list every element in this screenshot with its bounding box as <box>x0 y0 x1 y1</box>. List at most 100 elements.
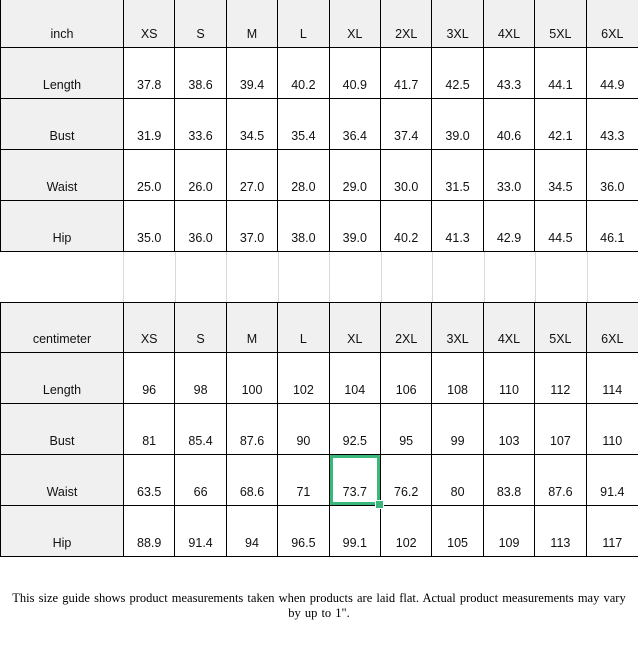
measurement-cell[interactable]: 29.0 <box>329 150 381 201</box>
measurement-cell[interactable]: 105 <box>432 506 484 557</box>
measurement-cell[interactable]: 98 <box>175 353 227 404</box>
measurement-cell[interactable]: 85.4 <box>175 404 227 455</box>
measurement-cell[interactable]: 44.9 <box>586 48 638 99</box>
measurement-cell[interactable]: 36.4 <box>329 99 381 150</box>
measurement-cell[interactable]: 43.3 <box>586 99 638 150</box>
size-header-cell[interactable]: S <box>175 0 227 48</box>
measurement-cell[interactable]: 42.1 <box>535 99 587 150</box>
measurement-cell[interactable]: 81 <box>124 404 176 455</box>
measurement-cell[interactable]: 38.0 <box>278 201 330 252</box>
measurement-cell[interactable]: 92.5 <box>329 404 381 455</box>
measurement-cell[interactable]: 40.9 <box>329 48 381 99</box>
measurement-cell[interactable]: 104 <box>329 353 381 404</box>
measurement-cell[interactable]: 80 <box>432 455 484 506</box>
measurement-cell[interactable]: 33.0 <box>483 150 536 201</box>
size-header-cell[interactable]: XS <box>124 0 176 48</box>
measurement-cell[interactable]: 31.5 <box>432 150 484 201</box>
measurement-cell[interactable]: 39.0 <box>329 201 381 252</box>
measurement-cell[interactable]: 117 <box>586 506 638 557</box>
measurement-cell[interactable]: 42.5 <box>432 48 484 99</box>
measurement-cell[interactable]: 41.7 <box>381 48 433 99</box>
measurement-cell[interactable]: 110 <box>483 353 536 404</box>
measurement-cell[interactable]: 35.4 <box>278 99 330 150</box>
measurement-cell[interactable]: 88.9 <box>124 506 176 557</box>
measurement-cell[interactable]: 91.4 <box>586 455 638 506</box>
measurement-cell[interactable]: 114 <box>586 353 638 404</box>
measurement-cell[interactable]: 102 <box>381 506 433 557</box>
measurement-cell[interactable]: 36.0 <box>586 150 638 201</box>
measurement-cell[interactable]: 106 <box>381 353 433 404</box>
size-header-cell[interactable]: 2XL <box>381 303 433 353</box>
measurement-cell[interactable]: 38.6 <box>175 48 227 99</box>
size-header-cell[interactable]: 5XL <box>535 0 587 48</box>
measurement-cell[interactable]: 41.3 <box>432 201 484 252</box>
measurement-cell[interactable]: 87.6 <box>226 404 279 455</box>
measurement-cell[interactable]: 112 <box>535 353 587 404</box>
size-header-cell[interactable]: L <box>278 303 330 353</box>
size-header-cell[interactable]: M <box>226 0 279 48</box>
measurement-cell[interactable]: 87.6 <box>535 455 587 506</box>
measurement-cell[interactable]: 68.6 <box>226 455 279 506</box>
measurement-cell[interactable]: 28.0 <box>278 150 330 201</box>
measurement-cell[interactable]: 46.1 <box>586 201 638 252</box>
measurement-cell[interactable]: 34.5 <box>226 99 279 150</box>
measurement-cell[interactable]: 36.0 <box>175 201 227 252</box>
measurement-cell[interactable]: 113 <box>535 506 587 557</box>
measurement-cell[interactable]: 103 <box>483 404 536 455</box>
measurement-cell[interactable]: 71 <box>278 455 330 506</box>
measurement-cell[interactable]: 42.9 <box>483 201 536 252</box>
measurement-cell[interactable]: 40.6 <box>483 99 536 150</box>
measurement-cell[interactable]: 33.6 <box>175 99 227 150</box>
measurement-cell[interactable]: 108 <box>432 353 484 404</box>
measurement-cell[interactable]: 39.4 <box>226 48 279 99</box>
measurement-cell[interactable]: 76.2 <box>381 455 433 506</box>
measurement-cell[interactable]: 37.8 <box>124 48 176 99</box>
size-header-cell[interactable]: 5XL <box>535 303 587 353</box>
measurement-cell[interactable]: 25.0 <box>124 150 176 201</box>
measurement-cell[interactable]: 110 <box>586 404 638 455</box>
measurement-cell[interactable]: 83.8 <box>483 455 536 506</box>
measurement-cell[interactable]: 26.0 <box>175 150 227 201</box>
measurement-cell[interactable]: 99.1 <box>329 506 381 557</box>
selected-measurement-cell[interactable]: 73.7 <box>329 455 385 509</box>
measurement-cell[interactable]: 90 <box>278 404 330 455</box>
size-header-cell[interactable]: 3XL <box>432 303 484 353</box>
measurement-cell[interactable]: 35.0 <box>124 201 176 252</box>
measurement-cell[interactable]: 30.0 <box>381 150 433 201</box>
measurement-cell[interactable]: 107 <box>535 404 587 455</box>
measurement-cell[interactable]: 102 <box>278 353 330 404</box>
measurement-cell[interactable]: 100 <box>226 353 279 404</box>
measurement-cell[interactable]: 40.2 <box>278 48 330 99</box>
measurement-cell[interactable]: 96 <box>124 353 176 404</box>
measurement-cell[interactable]: 63.5 <box>124 455 176 506</box>
size-header-cell[interactable]: S <box>175 303 227 353</box>
measurement-cell[interactable]: 44.5 <box>535 201 587 252</box>
size-header-cell[interactable]: 4XL <box>483 0 536 48</box>
measurement-cell[interactable]: 37.4 <box>381 99 433 150</box>
measurement-cell[interactable]: 44.1 <box>535 48 587 99</box>
measurement-cell[interactable]: 31.9 <box>124 99 176 150</box>
measurement-cell[interactable]: 37.0 <box>226 201 279 252</box>
size-header-cell[interactable]: 3XL <box>432 0 484 48</box>
measurement-cell[interactable]: 43.3 <box>483 48 536 99</box>
size-header-cell[interactable]: XS <box>124 303 176 353</box>
measurement-cell[interactable]: 99 <box>432 404 484 455</box>
size-header-cell[interactable]: 6XL <box>586 0 638 48</box>
size-header-cell[interactable]: 6XL <box>586 303 638 353</box>
measurement-cell[interactable]: 96.5 <box>278 506 330 557</box>
measurement-cell[interactable]: 66 <box>175 455 227 506</box>
measurement-cell[interactable]: 91.4 <box>175 506 227 557</box>
measurement-cell[interactable]: 94 <box>226 506 279 557</box>
measurement-cell[interactable]: 40.2 <box>381 201 433 252</box>
size-header-cell[interactable]: XL <box>329 0 381 48</box>
measurement-cell[interactable]: 27.0 <box>226 150 279 201</box>
size-header-cell[interactable]: 4XL <box>483 303 536 353</box>
size-header-cell[interactable]: 2XL <box>381 0 433 48</box>
measurement-cell[interactable]: 109 <box>483 506 536 557</box>
size-header-cell[interactable]: M <box>226 303 279 353</box>
measurement-cell[interactable]: 39.0 <box>432 99 484 150</box>
size-header-cell[interactable]: L <box>278 0 330 48</box>
size-header-cell[interactable]: XL <box>329 303 381 353</box>
measurement-cell[interactable]: 95 <box>381 404 433 455</box>
measurement-cell[interactable]: 34.5 <box>535 150 587 201</box>
